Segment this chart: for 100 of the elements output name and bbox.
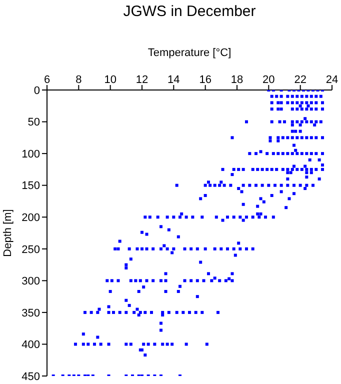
point — [238, 247, 242, 250]
point — [280, 101, 283, 104]
point — [145, 279, 148, 282]
point — [242, 184, 245, 187]
point — [284, 206, 288, 210]
point — [178, 284, 182, 288]
point — [262, 200, 266, 204]
point — [304, 187, 307, 190]
point — [99, 342, 102, 346]
point — [140, 247, 144, 250]
point — [137, 290, 140, 293]
point — [272, 152, 275, 156]
point — [150, 310, 153, 314]
point — [166, 247, 169, 250]
point — [204, 247, 207, 250]
point — [216, 310, 220, 314]
point — [298, 123, 302, 126]
point — [286, 184, 290, 187]
point — [275, 94, 278, 98]
point — [240, 190, 244, 194]
point — [314, 94, 318, 98]
point — [108, 290, 112, 293]
point — [199, 260, 202, 264]
point — [220, 180, 223, 184]
point — [310, 120, 313, 124]
point — [274, 184, 276, 187]
point — [128, 247, 131, 250]
point — [213, 276, 216, 280]
point — [294, 130, 298, 133]
point — [312, 184, 314, 187]
point — [199, 197, 202, 200]
point — [276, 139, 280, 142]
y-tick-label: 150 — [22, 180, 40, 192]
point — [170, 251, 174, 254]
point — [224, 279, 228, 282]
point — [270, 94, 274, 98]
point — [290, 152, 294, 156]
point — [267, 184, 270, 187]
point — [124, 266, 128, 270]
point — [237, 168, 240, 171]
point — [292, 192, 296, 196]
point — [310, 152, 313, 156]
point — [305, 184, 308, 187]
point — [129, 258, 132, 261]
point — [258, 216, 261, 219]
point — [107, 342, 110, 346]
point — [166, 342, 169, 346]
point — [194, 310, 198, 314]
point — [84, 310, 86, 314]
point — [318, 158, 321, 162]
point — [200, 310, 204, 314]
point — [305, 108, 308, 111]
point — [128, 304, 131, 307]
point — [298, 184, 302, 187]
point — [286, 152, 290, 156]
point — [210, 279, 214, 282]
point — [310, 168, 313, 171]
point — [292, 184, 296, 187]
point — [237, 187, 240, 190]
point — [196, 279, 199, 282]
point — [191, 216, 194, 219]
point — [129, 342, 132, 346]
point — [166, 216, 169, 219]
point — [298, 130, 302, 133]
x-tick-label: 18 — [230, 74, 244, 86]
point — [190, 279, 193, 282]
point — [248, 184, 252, 187]
point — [167, 310, 170, 314]
point — [172, 247, 176, 250]
point — [86, 342, 90, 346]
point — [260, 184, 264, 187]
point — [283, 120, 286, 124]
point — [118, 240, 122, 243]
point — [146, 342, 150, 346]
point — [242, 202, 245, 206]
point — [251, 168, 254, 171]
point — [207, 272, 210, 276]
point — [278, 120, 282, 124]
point — [314, 152, 318, 156]
y-tick-label: 100 — [22, 148, 40, 160]
point — [145, 232, 148, 236]
point — [275, 168, 278, 171]
point — [272, 216, 275, 219]
point — [290, 168, 294, 171]
point — [184, 216, 188, 219]
point — [270, 101, 274, 104]
point — [207, 180, 210, 184]
point — [230, 272, 234, 276]
point — [112, 310, 115, 314]
point — [292, 164, 296, 168]
point — [308, 158, 312, 162]
point — [248, 152, 252, 156]
point — [298, 104, 302, 108]
point — [190, 247, 193, 250]
point — [138, 279, 142, 282]
point — [93, 342, 96, 346]
point — [305, 101, 308, 104]
point — [196, 295, 199, 298]
point — [290, 120, 294, 124]
point — [245, 247, 248, 250]
